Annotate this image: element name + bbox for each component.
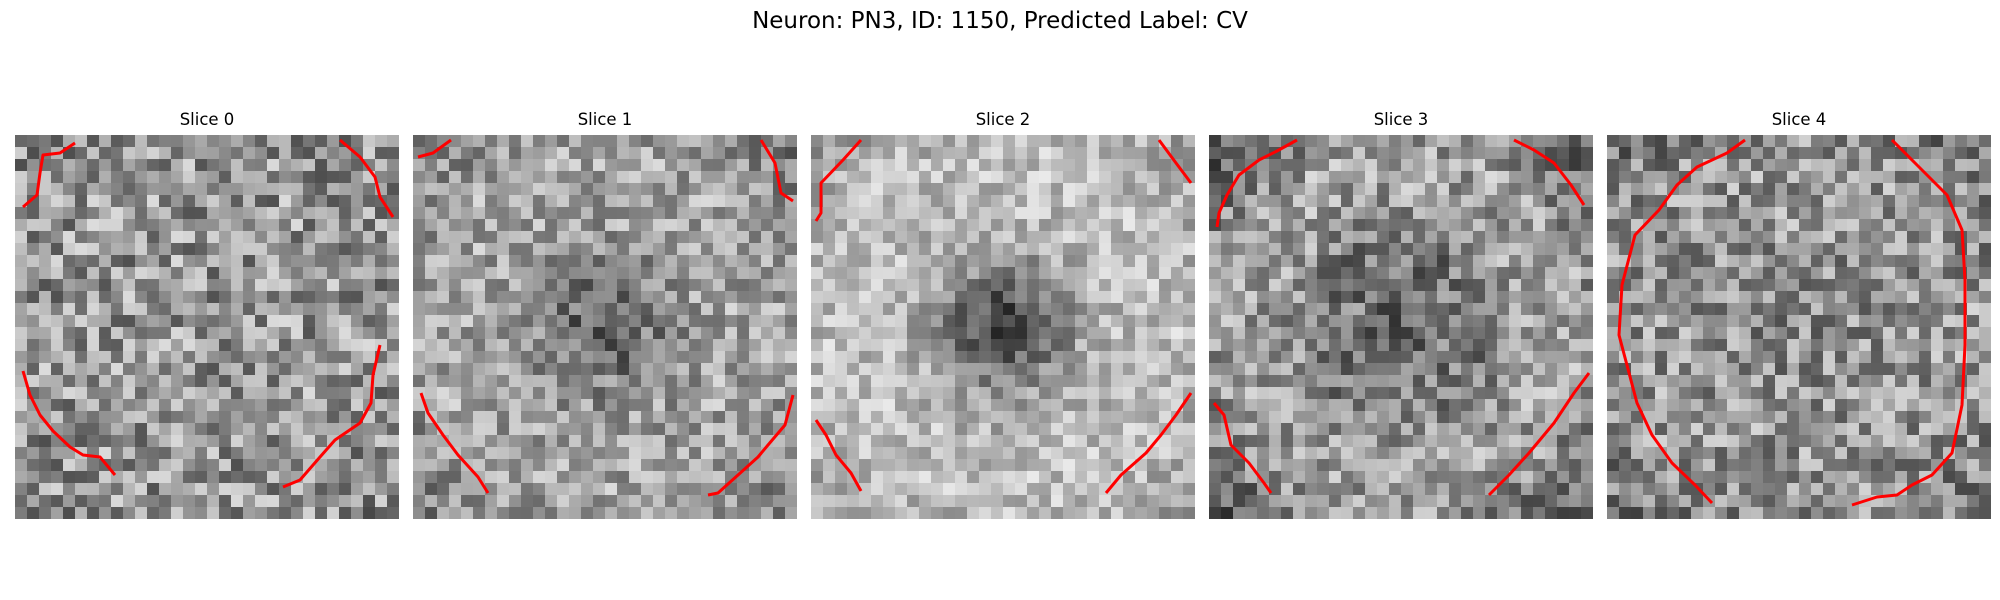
slice-panel-4: Slice 4 — [1607, 110, 1991, 519]
contour-line — [21, 370, 117, 476]
slice-title-3: Slice 3 — [1373, 110, 1429, 129]
contour-line — [1157, 139, 1193, 184]
slice-title-4: Slice 4 — [1771, 110, 1827, 129]
contour-line — [759, 139, 794, 203]
slice-panel-2: Slice 2 — [811, 110, 1195, 519]
contour-line — [282, 344, 382, 489]
slice-image-0 — [15, 135, 399, 519]
slice-image-2 — [811, 135, 1195, 519]
slice-panel-3: Slice 3 — [1209, 110, 1593, 519]
contour-line — [339, 138, 395, 218]
slice-panel-0: Slice 0 — [15, 110, 399, 519]
contour-line — [1487, 372, 1591, 497]
contour-line — [1104, 392, 1193, 494]
contour-line — [1851, 138, 1967, 507]
contour-line — [707, 394, 795, 497]
slice-title-2: Slice 2 — [975, 110, 1031, 129]
contour-line — [1513, 138, 1586, 206]
contour-line — [417, 138, 452, 159]
slice-image-4 — [1607, 135, 1991, 519]
contour-line — [419, 392, 490, 494]
figure-title: Neuron: PN3, ID: 1150, Predicted Label: … — [752, 8, 1248, 34]
contour-line — [22, 141, 76, 209]
contour-line — [814, 138, 863, 222]
contour-line — [1617, 138, 1746, 505]
slice-panel-1: Slice 1 — [413, 110, 797, 519]
slice-title-0: Slice 0 — [179, 110, 235, 129]
slice-image-3 — [1209, 135, 1593, 519]
contour-line — [1215, 138, 1298, 228]
contour-line — [1212, 402, 1273, 494]
slice-title-1: Slice 1 — [577, 110, 633, 129]
contour-line — [814, 419, 863, 492]
slice-image-1 — [413, 135, 797, 519]
